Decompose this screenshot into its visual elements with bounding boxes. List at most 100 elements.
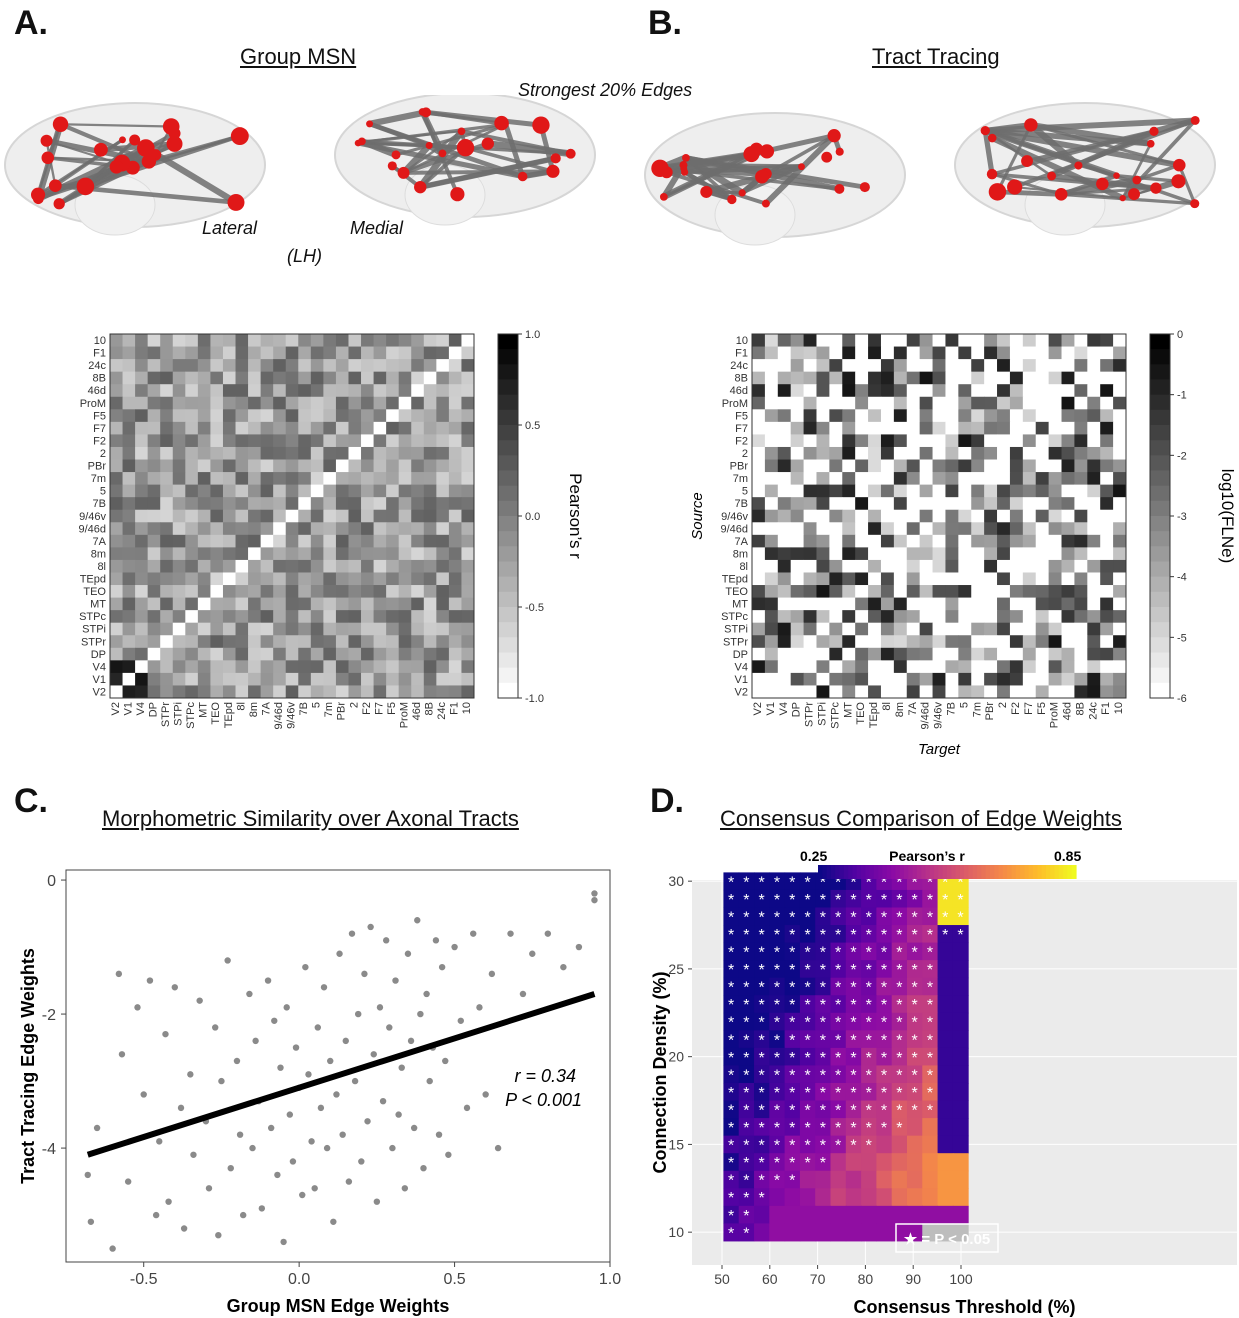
heatmap-cell (952, 907, 969, 926)
matrix-cell (361, 334, 374, 347)
matrix-cell (1087, 421, 1101, 435)
matrix-cell (398, 459, 412, 473)
matrix-cell (210, 585, 224, 598)
y-tick-label: -4 (42, 1141, 56, 1158)
heatmap-cell (815, 1012, 832, 1031)
matrix-cell (1100, 610, 1114, 624)
data-point (308, 1138, 315, 1145)
colorbar-step (929, 865, 935, 879)
matrix-cell (971, 509, 985, 523)
significance-star: * (866, 945, 872, 962)
matrix-cell (945, 434, 959, 448)
brain-edge (659, 151, 752, 172)
matrix-cell (984, 384, 998, 398)
colorbar-step (934, 865, 939, 879)
matrix-cell (423, 585, 437, 598)
matrix-cell (752, 484, 766, 498)
matrix-cell (110, 672, 123, 686)
row-label: STPr (81, 636, 106, 648)
matrix-cell (461, 359, 475, 373)
matrix-cell (361, 484, 374, 498)
matrix-cell (310, 421, 324, 435)
matrix-cell (448, 472, 462, 486)
data-point (410, 1124, 418, 1132)
matrix-cell (803, 660, 817, 674)
matrix-cell (984, 534, 998, 548)
matrix-cell (1061, 409, 1075, 423)
matrix-cell (110, 334, 123, 347)
matrix-cell (122, 434, 136, 448)
row-label: V4 (735, 661, 748, 673)
matrix-cell (893, 334, 908, 347)
matrix-cell (260, 685, 274, 699)
significance-star: * (759, 980, 765, 997)
brain-node (387, 161, 397, 171)
heatmap-cell (784, 1188, 801, 1207)
matrix-cell (764, 522, 779, 536)
matrix-cell (906, 484, 921, 498)
significance-star: * (835, 909, 841, 926)
significance-star: * (743, 1155, 749, 1172)
matrix-cell (790, 597, 804, 611)
colorbar-step (977, 865, 982, 879)
matrix-cell (790, 685, 804, 699)
data-point (274, 1171, 281, 1179)
heatmap-cell (799, 889, 816, 908)
brain-node (1171, 174, 1186, 189)
colorbar-tick-label: -4 (1177, 572, 1187, 584)
matrix-cell (235, 371, 249, 385)
matrix-cell (1048, 635, 1062, 649)
heatmap-cell (738, 1047, 755, 1066)
matrix-cell (335, 660, 349, 674)
data-point (470, 930, 477, 937)
matrix-cell (373, 547, 387, 561)
matrix-cell (448, 610, 462, 624)
matrix-cell (842, 421, 856, 435)
matrix-cell (880, 559, 895, 573)
matrix-cell (803, 522, 817, 536)
data-point (246, 990, 253, 998)
heatmap-cell (815, 889, 832, 908)
matrix-cell (235, 497, 249, 511)
matrix-cell (1074, 346, 1088, 360)
matrix-cell (122, 346, 136, 360)
matrix-cell (147, 472, 161, 486)
matrix-cell (160, 660, 174, 674)
matrix-cell (147, 660, 161, 674)
matrix-cell (906, 559, 921, 573)
matrix-cell (984, 585, 998, 598)
matrix-cell (1087, 635, 1101, 649)
brain-node (517, 171, 528, 182)
colorbar-step (938, 865, 944, 879)
matrix-cell (777, 585, 792, 598)
significance-star: * (728, 892, 734, 909)
significance-star: * (774, 1155, 780, 1172)
brain-node (1190, 115, 1200, 125)
matrix-cell (386, 446, 400, 460)
matrix-cell (803, 359, 817, 373)
col-label: 7B (298, 702, 310, 715)
matrix-cell (1035, 534, 1050, 548)
matrix-cell (971, 384, 985, 398)
matrix-cell (323, 371, 337, 385)
matrix-cell (197, 409, 211, 423)
matrix-cell (298, 472, 312, 486)
matrix-cell (110, 685, 123, 699)
heatmap-cell (876, 960, 893, 979)
matrix-cell (448, 421, 462, 435)
heatmap-cell (952, 1065, 969, 1084)
heatmap-cell (876, 889, 893, 908)
significance-star: * (866, 874, 872, 891)
matrix-cell (373, 334, 387, 347)
matrix-cell (764, 459, 779, 473)
matrix-border (751, 333, 1127, 699)
matrix-cell (984, 359, 998, 373)
matrix-cell (135, 396, 149, 410)
matrix-cell (1074, 421, 1088, 435)
heatmap-cell (937, 925, 954, 944)
heatmap-cell (738, 1012, 755, 1031)
matrix-cell (197, 672, 211, 686)
significance-star: * (789, 1120, 795, 1137)
matrix-cell (386, 509, 400, 523)
matrix-cell (893, 672, 908, 686)
